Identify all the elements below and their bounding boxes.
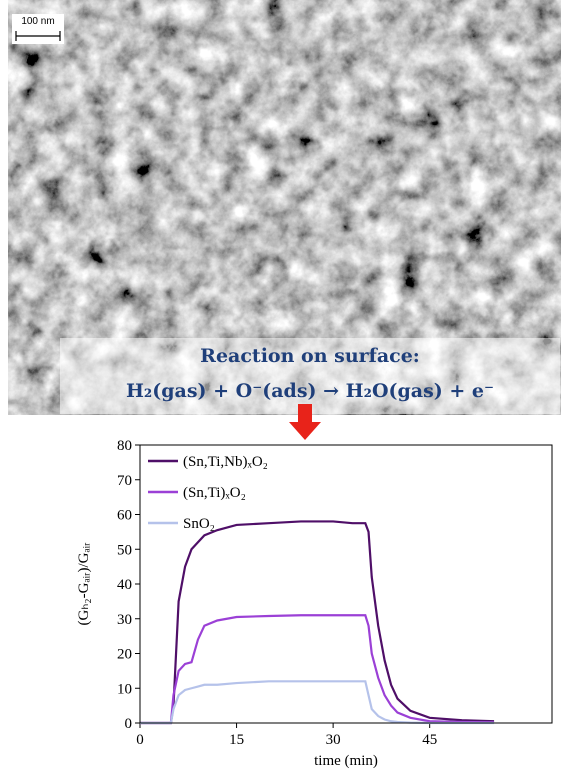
legend-label: (Sn,Ti,Nb)ₓO₂: [183, 454, 268, 470]
y-tick-label: 60: [117, 508, 132, 524]
scale-bar-label: 100 nm: [21, 16, 54, 27]
arrow: [289, 404, 321, 440]
legend-label: (Sn,Ti)ₓO₂: [183, 485, 246, 501]
scale-bar: [15, 31, 61, 41]
x-tick-label: 30: [326, 732, 341, 748]
x-tick-label: 0: [136, 732, 144, 748]
legend-label: SnO₂: [183, 516, 215, 532]
y-tick-label: 40: [117, 577, 132, 593]
x-axis-title: time (min): [314, 753, 378, 769]
series-line: [140, 680, 495, 725]
series-line: [140, 520, 495, 725]
x-tick-label: 45: [422, 732, 437, 748]
chart: 0 10 20 30 40 50 60 70 80 0 15 30 45 (Sn,Ti,Nb)ₓO₂ (Sn…: [76, 438, 553, 769]
y-tick-label: 50: [117, 542, 132, 558]
y-tick-label: 20: [117, 647, 132, 663]
caption-title: Reaction on surface:: [200, 345, 420, 367]
caption-equation: H₂(gas) + O⁻(ads) → H₂O(gas) + e⁻: [126, 380, 494, 402]
series-line: [140, 614, 495, 725]
x-tick-label: 15: [229, 732, 244, 748]
y-tick-label: 0: [125, 716, 133, 732]
scale-bar-box: [12, 14, 64, 44]
y-axis-title: (Gₕ₂-Gₐᵢᵣ)/Gₐᵢᵣ: [76, 542, 92, 625]
caption-box: [60, 338, 560, 414]
plot-frame: [139, 444, 553, 724]
y-tick-label: 70: [117, 473, 132, 489]
y-tick-label: 10: [117, 681, 132, 697]
y-tick-label: 80: [117, 438, 132, 454]
y-tick-label: 30: [117, 612, 132, 628]
